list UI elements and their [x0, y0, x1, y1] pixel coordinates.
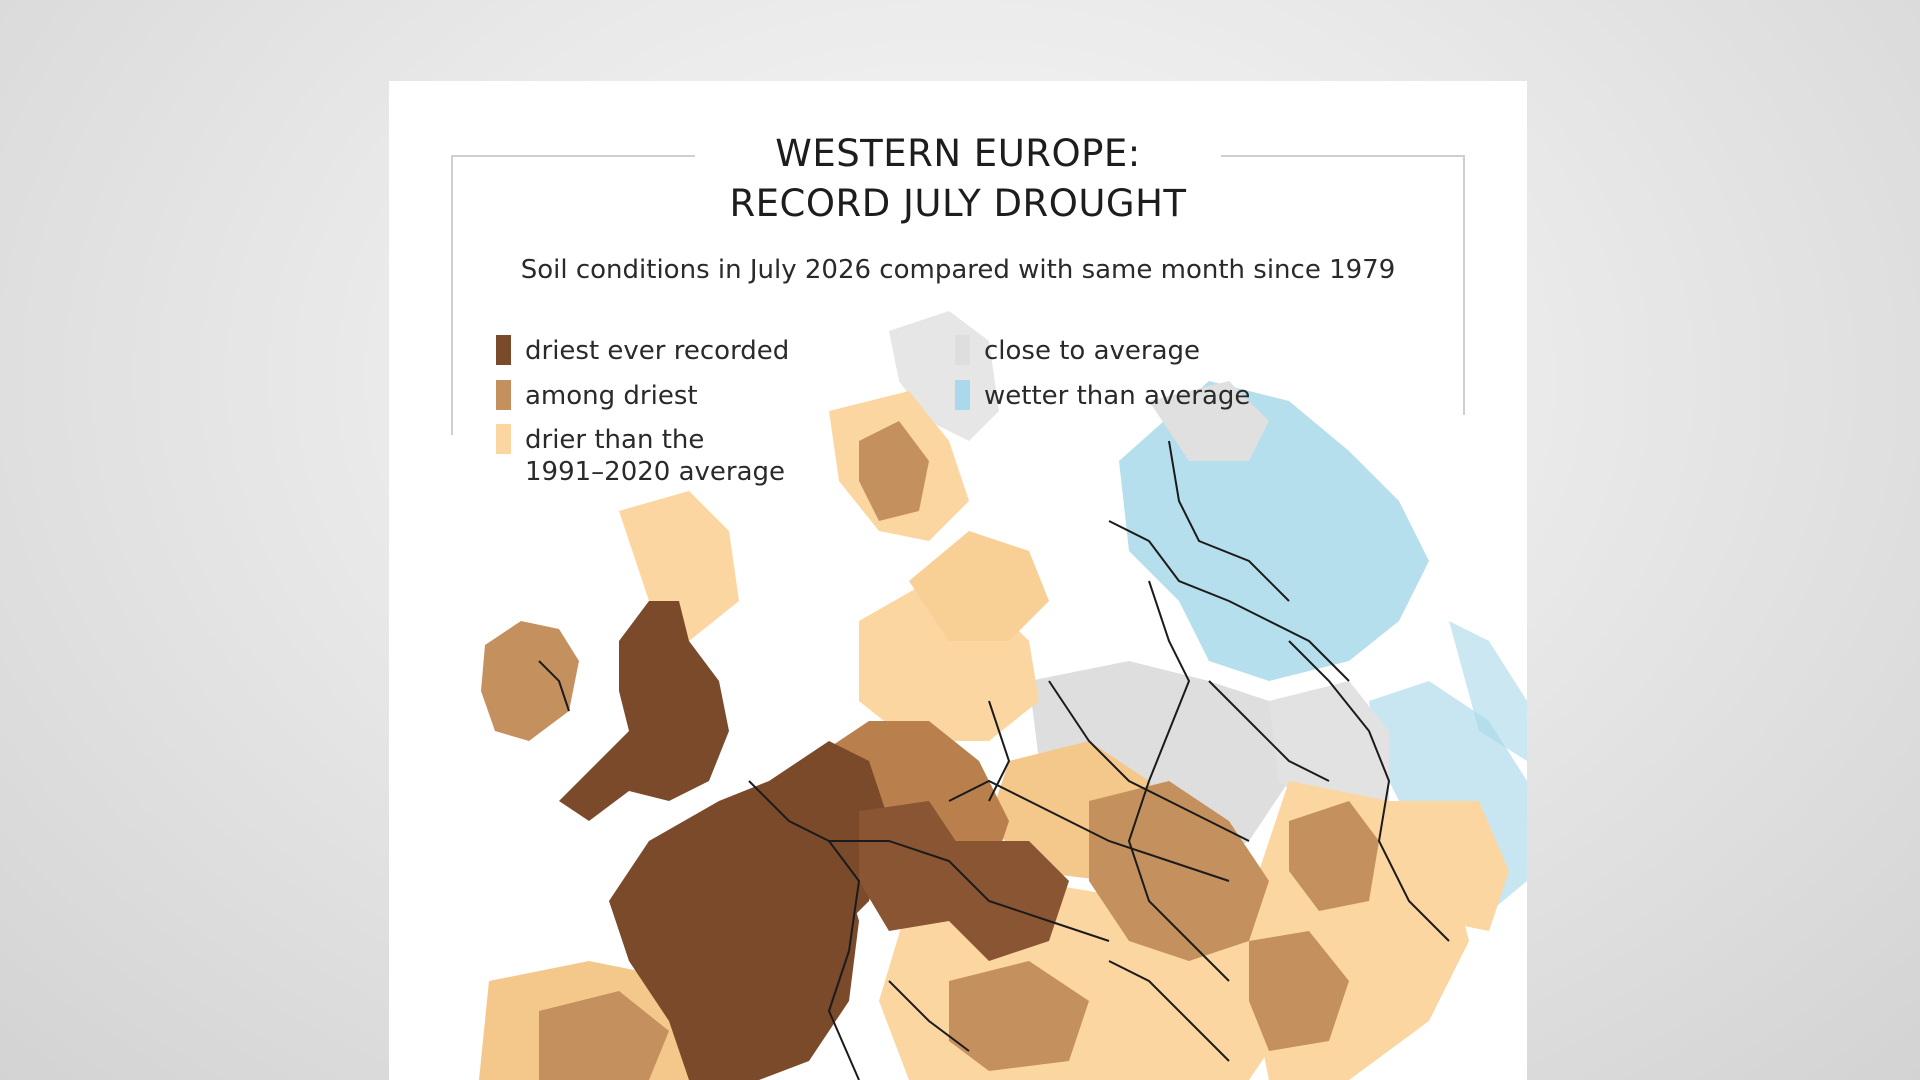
legend-among-driest: among driest	[496, 380, 698, 412]
frame-top-left	[451, 155, 695, 157]
map-subtitle: Soil conditions in July 2026 compared wi…	[520, 255, 1396, 285]
legend-driest: driest ever recorded	[496, 335, 789, 367]
legend-swatch-wetter	[955, 380, 970, 410]
drought-map	[479, 311, 1527, 1080]
legend-close-average: close to average	[955, 335, 1200, 367]
frame-right	[1463, 155, 1465, 415]
legend-swatch-driest	[496, 335, 511, 365]
legend-swatch-close-average	[955, 335, 970, 365]
driest-regions	[559, 601, 1069, 1080]
map-card: WESTERN EUROPE: RECORD JULY DROUGHT Soil…	[389, 81, 1527, 1080]
title-line-1: WESTERN EUROPE:	[763, 129, 1153, 179]
legend-label-drier: drier than the 1991–2020 average	[525, 424, 785, 488]
legend-label-close-average: close to average	[984, 336, 1201, 366]
legend-label-among-driest: among driest	[525, 381, 698, 411]
map-title: WESTERN EUROPE: RECORD JULY DROUGHT	[389, 129, 1527, 229]
legend-label-drier-line2: 1991–2020 average	[525, 457, 786, 487]
legend-label-driest: driest ever recorded	[525, 336, 790, 366]
frame-top-right	[1221, 155, 1465, 157]
legend-label-drier-line1: drier than the	[525, 425, 705, 455]
country-borders	[538, 440, 1450, 1080]
legend-wetter: wetter than average	[955, 380, 1250, 412]
frame-left	[451, 155, 453, 435]
legend-swatch-drier	[496, 424, 511, 454]
legend-drier: drier than the 1991–2020 average	[496, 424, 785, 488]
legend-swatch-among-driest	[496, 380, 511, 410]
legend-label-wetter: wetter than average	[984, 381, 1251, 411]
title-line-2: RECORD JULY DROUGHT	[729, 182, 1187, 225]
